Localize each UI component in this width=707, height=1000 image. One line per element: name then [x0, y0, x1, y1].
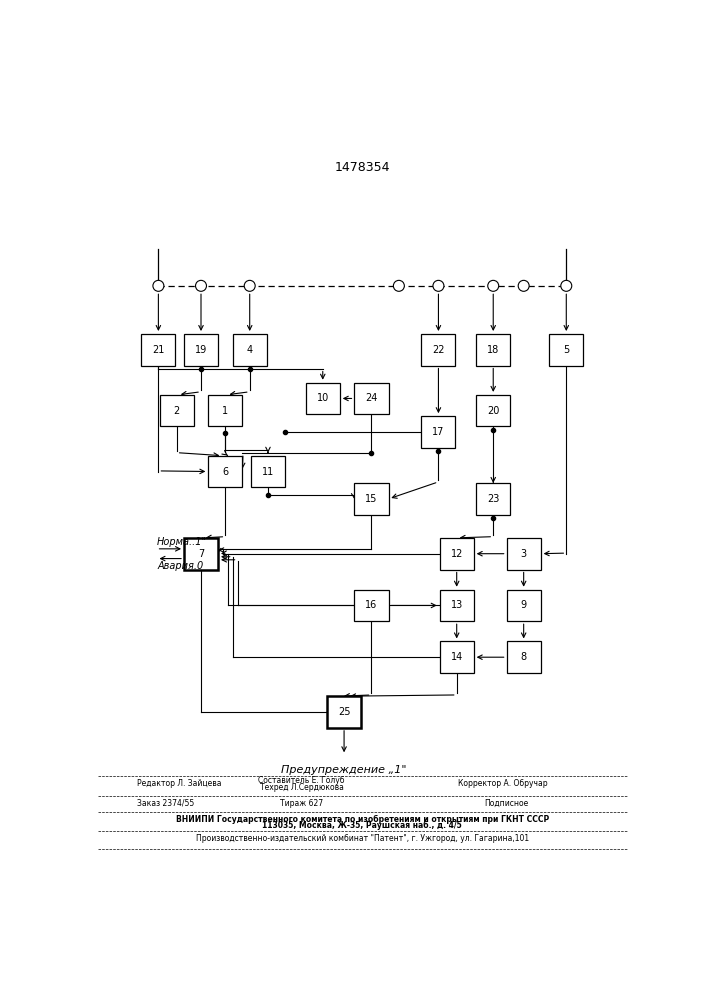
Text: Корректор А. Обручар: Корректор А. Обручар: [457, 779, 547, 788]
Text: 20: 20: [487, 406, 499, 416]
Text: Авария.0: Авария.0: [157, 561, 204, 571]
Text: Заказ 2374/55: Заказ 2374/55: [137, 799, 194, 808]
Text: 21: 21: [152, 345, 165, 355]
Bar: [184, 334, 218, 366]
Text: Тираж 627: Тираж 627: [280, 799, 323, 808]
Text: 12: 12: [450, 549, 463, 559]
Text: 18: 18: [487, 345, 499, 355]
Text: 2: 2: [173, 406, 180, 416]
Bar: [421, 416, 455, 448]
Bar: [477, 483, 510, 515]
Text: 15: 15: [366, 494, 378, 504]
Text: 113035, Москва, Ж-35, Раушская наб., д. 4/5: 113035, Москва, Ж-35, Раушская наб., д. …: [262, 821, 462, 830]
Text: Производственно-издательский комбинат "Патент", г. Ужгород, ул. Гагарина,101: Производственно-издательский комбинат "П…: [196, 834, 529, 843]
Text: 8: 8: [520, 652, 527, 662]
Bar: [209, 395, 243, 426]
Bar: [507, 538, 541, 570]
Text: ВНИИПИ Государственного комитета по изобретениям и открытиям при ГКНТ СССР: ВНИИПИ Государственного комитета по изоб…: [176, 815, 549, 824]
Text: 3: 3: [520, 549, 527, 559]
Bar: [354, 590, 389, 621]
Bar: [507, 590, 541, 621]
Circle shape: [196, 280, 206, 291]
Bar: [354, 483, 389, 515]
Text: Подписное: Подписное: [484, 799, 528, 808]
Circle shape: [518, 280, 529, 291]
Text: 7: 7: [198, 549, 204, 559]
Text: 24: 24: [366, 393, 378, 403]
Circle shape: [244, 280, 255, 291]
Text: 4: 4: [247, 345, 253, 355]
Text: 23: 23: [487, 494, 499, 504]
Bar: [440, 590, 474, 621]
Text: Составитель Е. Голуб: Составитель Е. Голуб: [258, 776, 345, 785]
Circle shape: [153, 280, 164, 291]
Text: 19: 19: [195, 345, 207, 355]
Text: 17: 17: [432, 427, 445, 437]
Circle shape: [433, 280, 444, 291]
Bar: [507, 641, 541, 673]
Text: Предупреждение „1": Предупреждение „1": [281, 765, 407, 775]
Circle shape: [488, 280, 498, 291]
Bar: [141, 334, 175, 366]
Bar: [251, 456, 285, 487]
Bar: [305, 383, 340, 414]
Bar: [477, 334, 510, 366]
Bar: [549, 334, 583, 366]
Circle shape: [561, 280, 572, 291]
Bar: [184, 538, 218, 570]
Text: 5: 5: [563, 345, 569, 355]
Text: 6: 6: [222, 467, 228, 477]
Text: 11: 11: [262, 467, 274, 477]
Text: 22: 22: [432, 345, 445, 355]
Bar: [327, 696, 361, 728]
Bar: [440, 538, 474, 570]
Bar: [354, 383, 389, 414]
Bar: [209, 456, 243, 487]
Text: 10: 10: [317, 393, 329, 403]
Text: Редактор Л. Зайцева: Редактор Л. Зайцева: [137, 779, 221, 788]
Text: 14: 14: [450, 652, 463, 662]
Bar: [440, 641, 474, 673]
Bar: [160, 395, 194, 426]
Text: Норма..1": Норма..1": [157, 537, 207, 547]
Bar: [421, 334, 455, 366]
Bar: [233, 334, 267, 366]
Bar: [477, 395, 510, 426]
Text: 13: 13: [450, 600, 463, 610]
Text: 9: 9: [520, 600, 527, 610]
Circle shape: [393, 280, 404, 291]
Text: 1: 1: [222, 406, 228, 416]
Text: 1478354: 1478354: [334, 161, 390, 174]
Text: 25: 25: [338, 707, 351, 717]
Text: Техред Л.Сердюкова: Техред Л.Сердюкова: [259, 783, 344, 792]
Text: 16: 16: [366, 600, 378, 610]
